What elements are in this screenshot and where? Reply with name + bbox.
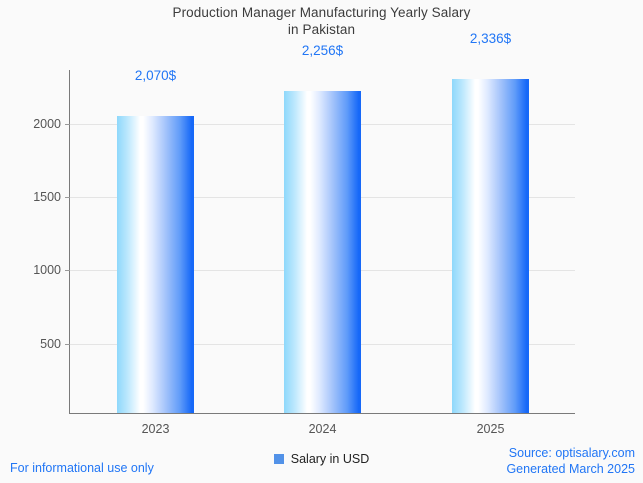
chart-title: Production Manager Manufacturing Yearly … bbox=[0, 4, 643, 38]
plot-area: 2000 1500 1000 500 2,070$ 2023 2,256$ 20… bbox=[33, 31, 575, 436]
source-block: Source: optisalary.com Generated March 2… bbox=[506, 446, 635, 477]
y-axis-line bbox=[69, 70, 70, 414]
x-tick-label-2025: 2025 bbox=[476, 422, 505, 436]
chart-legend: Salary in USD bbox=[0, 452, 643, 466]
y-tick-label-1500: 1500 bbox=[33, 190, 61, 204]
y-tick-label-1000: 1000 bbox=[33, 263, 61, 277]
y-tickmark-2000 bbox=[65, 124, 70, 125]
y-tick-label-2000: 2000 bbox=[33, 117, 61, 131]
chart-title-line-2: in Pakistan bbox=[287, 22, 356, 37]
x-tick-label-2024: 2024 bbox=[308, 422, 337, 436]
bar-value-2024: 2,256$ bbox=[301, 43, 344, 58]
x-axis-line bbox=[69, 413, 575, 414]
y-tickmark-1500 bbox=[65, 197, 70, 198]
bar-value-2025: 2,336$ bbox=[469, 31, 512, 46]
disclaimer-text: For informational use only bbox=[10, 461, 154, 475]
legend-item-salary[interactable]: Salary in USD bbox=[273, 452, 370, 466]
bar-2025[interactable]: 2,336$ 2025 bbox=[452, 31, 529, 436]
bar-value-2023: 2,070$ bbox=[134, 68, 177, 83]
source-text: Source: optisalary.com bbox=[508, 446, 635, 460]
bar-2023[interactable]: 2,070$ 2023 bbox=[117, 68, 194, 436]
y-tick-label-500: 500 bbox=[40, 337, 61, 351]
generated-text: Generated March 2025 bbox=[506, 461, 635, 476]
bar-2024[interactable]: 2,256$ 2024 bbox=[284, 43, 361, 436]
legend-swatch-icon bbox=[273, 454, 284, 464]
x-tick-label-2023: 2023 bbox=[141, 422, 170, 436]
legend-item-label: Salary in USD bbox=[290, 452, 370, 466]
y-tickmark-1000 bbox=[65, 270, 70, 271]
y-tickmark-500 bbox=[65, 344, 70, 345]
chart-title-line-1: Production Manager Manufacturing Yearly … bbox=[172, 5, 471, 20]
